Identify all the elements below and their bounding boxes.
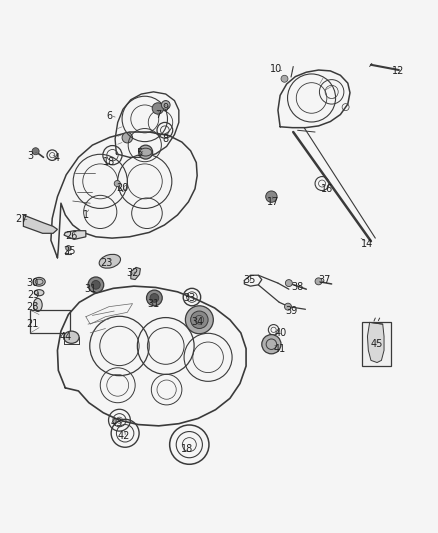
- Text: 43: 43: [110, 418, 123, 428]
- Text: 39: 39: [285, 306, 297, 316]
- Circle shape: [114, 181, 120, 187]
- Text: 9: 9: [162, 103, 169, 114]
- Bar: [30, 310, 70, 333]
- Text: 6: 6: [106, 111, 112, 121]
- Text: 29: 29: [27, 290, 39, 300]
- Text: 18: 18: [103, 157, 115, 167]
- Text: 4: 4: [53, 153, 60, 163]
- Text: 40: 40: [275, 328, 287, 338]
- Text: 21: 21: [26, 319, 38, 329]
- Circle shape: [32, 148, 39, 155]
- Circle shape: [281, 75, 288, 82]
- Circle shape: [286, 280, 292, 287]
- Text: 34: 34: [191, 317, 203, 327]
- Text: 7: 7: [155, 110, 161, 119]
- Text: 20: 20: [116, 183, 128, 193]
- Ellipse shape: [64, 331, 79, 343]
- Text: 32: 32: [127, 268, 139, 278]
- Circle shape: [139, 145, 152, 159]
- Text: 37: 37: [318, 276, 331, 286]
- Circle shape: [122, 133, 133, 143]
- Text: 12: 12: [392, 66, 404, 76]
- Circle shape: [266, 191, 277, 203]
- Circle shape: [191, 311, 208, 328]
- Polygon shape: [131, 268, 141, 280]
- Circle shape: [147, 290, 162, 306]
- Text: 23: 23: [100, 258, 113, 268]
- Circle shape: [150, 294, 159, 302]
- Text: 45: 45: [371, 339, 383, 349]
- Circle shape: [285, 303, 291, 310]
- Text: 5: 5: [136, 148, 143, 158]
- Text: 14: 14: [361, 239, 374, 249]
- Circle shape: [88, 277, 104, 293]
- Polygon shape: [23, 215, 57, 233]
- Text: 41: 41: [273, 344, 286, 353]
- Text: 38: 38: [291, 282, 304, 293]
- Text: 16: 16: [321, 184, 333, 194]
- Text: 28: 28: [26, 302, 38, 312]
- Text: 8: 8: [162, 134, 169, 144]
- Text: 27: 27: [15, 214, 28, 224]
- Text: 18: 18: [181, 444, 194, 454]
- Text: 44: 44: [59, 332, 71, 342]
- Text: 33: 33: [183, 293, 195, 303]
- Circle shape: [185, 306, 213, 334]
- Text: 26: 26: [65, 231, 78, 241]
- Text: 17: 17: [266, 197, 279, 207]
- Text: c: c: [123, 183, 127, 192]
- Text: 35: 35: [244, 276, 256, 286]
- Circle shape: [66, 246, 71, 251]
- Text: 3: 3: [27, 151, 33, 161]
- Ellipse shape: [33, 277, 45, 286]
- Circle shape: [262, 335, 281, 354]
- Polygon shape: [367, 322, 384, 362]
- Bar: [362, 322, 391, 366]
- Polygon shape: [64, 231, 86, 239]
- Text: 10: 10: [270, 64, 282, 74]
- Text: 31: 31: [84, 284, 96, 294]
- Ellipse shape: [34, 289, 44, 296]
- Circle shape: [315, 278, 322, 285]
- Circle shape: [161, 101, 170, 109]
- Circle shape: [92, 280, 100, 289]
- Ellipse shape: [33, 298, 42, 311]
- Text: 1: 1: [83, 210, 89, 220]
- Circle shape: [152, 103, 163, 114]
- Text: 42: 42: [118, 431, 130, 441]
- Text: 31: 31: [147, 298, 159, 309]
- Ellipse shape: [99, 254, 120, 268]
- Text: 25: 25: [64, 246, 76, 256]
- Text: 30: 30: [26, 278, 38, 288]
